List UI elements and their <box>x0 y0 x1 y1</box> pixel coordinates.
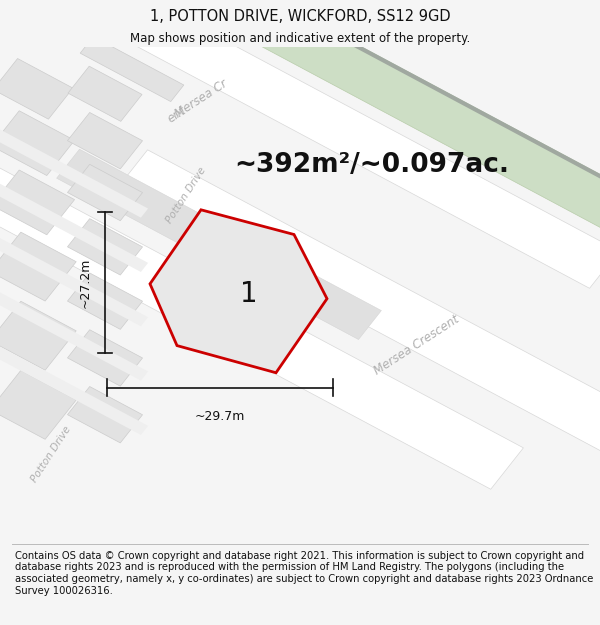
Polygon shape <box>67 386 143 443</box>
Polygon shape <box>0 98 523 489</box>
Text: ~27.2m: ~27.2m <box>79 258 92 308</box>
Polygon shape <box>67 330 143 386</box>
Text: ent: ent <box>166 104 188 126</box>
Text: Mersea Cr: Mersea Cr <box>172 77 230 121</box>
Polygon shape <box>0 170 74 235</box>
Polygon shape <box>67 112 143 169</box>
Polygon shape <box>0 232 76 301</box>
Polygon shape <box>0 371 76 439</box>
Text: Mersea Crescent: Mersea Crescent <box>372 313 462 378</box>
Text: Potton Drive: Potton Drive <box>29 424 73 484</box>
Polygon shape <box>0 59 73 119</box>
Polygon shape <box>67 273 143 329</box>
Polygon shape <box>0 345 148 435</box>
Polygon shape <box>67 219 143 275</box>
Text: Contains OS data © Crown copyright and database right 2021. This information is : Contains OS data © Crown copyright and d… <box>15 551 593 596</box>
Polygon shape <box>80 37 184 102</box>
Polygon shape <box>0 128 148 218</box>
Polygon shape <box>0 182 148 272</box>
Text: Map shows position and indicative extent of the property.: Map shows position and indicative extent… <box>130 32 470 45</box>
Polygon shape <box>150 210 327 372</box>
Polygon shape <box>0 0 600 288</box>
Text: 1: 1 <box>240 280 258 308</box>
Polygon shape <box>0 291 148 381</box>
Polygon shape <box>67 164 143 221</box>
Text: ~392m²/~0.097ac.: ~392m²/~0.097ac. <box>234 152 509 178</box>
Polygon shape <box>56 149 382 339</box>
Polygon shape <box>115 150 600 487</box>
Polygon shape <box>0 301 76 370</box>
Polygon shape <box>154 0 600 236</box>
Polygon shape <box>0 236 148 326</box>
Polygon shape <box>68 66 142 121</box>
Polygon shape <box>0 111 74 176</box>
Polygon shape <box>140 0 600 278</box>
Text: Potton Drive: Potton Drive <box>164 165 208 225</box>
Text: ~29.7m: ~29.7m <box>195 410 245 422</box>
Text: 1, POTTON DRIVE, WICKFORD, SS12 9GD: 1, POTTON DRIVE, WICKFORD, SS12 9GD <box>149 9 451 24</box>
